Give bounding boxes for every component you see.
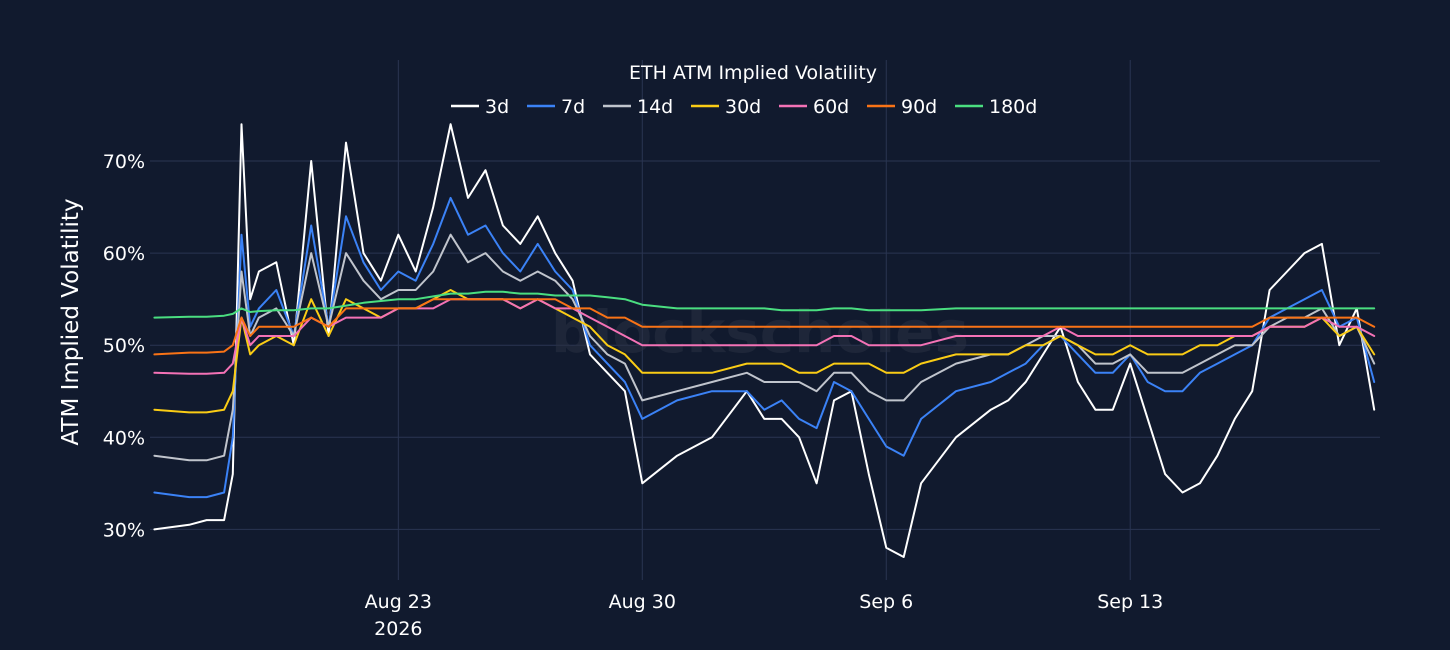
legend-item-14d[interactable]: 14d	[603, 96, 673, 118]
series-line-180d	[153, 290, 1376, 319]
y-tick-label: 40%	[103, 427, 145, 449]
legend-item-3d[interactable]: 3d	[451, 96, 509, 118]
chart-title: ETH ATM Implied Volatility	[629, 62, 877, 84]
x-tick-label: Sep 6	[859, 591, 913, 613]
legend-item-30d[interactable]: 30d	[691, 96, 761, 118]
legend-label: 30d	[725, 96, 761, 118]
legend-label: 60d	[813, 96, 849, 118]
series-line-90d	[153, 298, 1376, 356]
legend-label: 7d	[561, 96, 585, 118]
legend-label: 180d	[989, 96, 1037, 118]
y-tick-label: 50%	[103, 335, 145, 357]
x-tick-year-label: 2026	[374, 618, 422, 640]
x-axis-ticks: Aug 23 Aug 30 Sep 6 Sep 13 2026	[365, 591, 1164, 640]
legend-label: 14d	[637, 96, 673, 118]
legend-item-7d[interactable]: 7d	[527, 96, 585, 118]
y-axis-ticks: 30% 40% 50% 60% 70%	[103, 151, 145, 541]
legend-label: 90d	[901, 96, 937, 118]
legend[interactable]: 3d 7d 14d 30d 60d 90d 180d	[451, 96, 1037, 118]
y-tick-label: 60%	[103, 243, 145, 265]
x-tick-label: Aug 30	[609, 591, 676, 613]
legend-item-60d[interactable]: 60d	[779, 96, 849, 118]
legend-item-90d[interactable]: 90d	[867, 96, 937, 118]
x-tick-label: Aug 23	[365, 591, 432, 613]
legend-item-180d[interactable]: 180d	[955, 96, 1037, 118]
y-axis-label: ATM Implied Volatility	[58, 198, 84, 445]
legend-label: 3d	[485, 96, 509, 118]
y-tick-label: 30%	[103, 519, 145, 541]
y-tick-label: 70%	[103, 151, 145, 173]
series-lines	[153, 123, 1376, 558]
x-tick-label: Sep 13	[1097, 591, 1163, 613]
series-line-30d	[153, 289, 1376, 414]
